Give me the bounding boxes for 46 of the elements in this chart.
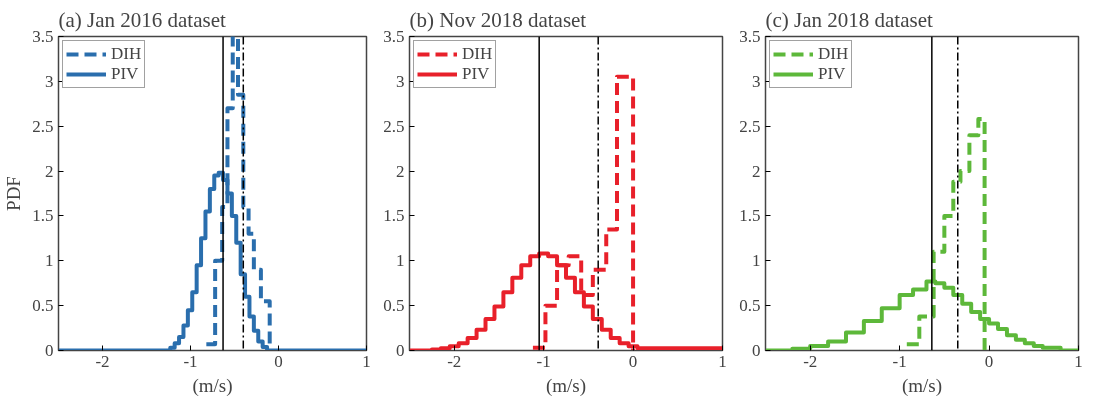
y-tick-label: 3 [45, 71, 54, 91]
legend-label: DIH [818, 44, 849, 64]
y-tick-label: 3 [396, 71, 405, 91]
x-tick-label: 1 [718, 351, 727, 371]
x-tick-label: 0 [274, 351, 283, 371]
y-tick-label: 2 [752, 161, 761, 181]
y-tick-label: 1.5 [383, 206, 405, 226]
legend-label: DIH [462, 44, 493, 64]
y-tick-label: 2 [396, 161, 405, 181]
y-tick-label: 1.5 [739, 206, 761, 226]
x-axis-title: (m/s) [545, 374, 587, 397]
chart-title: (a) Jan 2016 dataset [58, 7, 227, 32]
y-tick-label: 2.5 [383, 116, 405, 136]
chart-title: (b) Nov 2018 dataset [409, 7, 587, 32]
y-tick-label: 0.5 [32, 296, 54, 316]
y-tick-label: 1 [45, 251, 54, 271]
x-tick-label: -2 [95, 351, 110, 371]
x-axis-title: (m/s) [192, 374, 233, 397]
y-tick-label: 3 [752, 71, 761, 91]
legend-label: PIV [818, 64, 846, 84]
y-tick-label: 1 [396, 251, 405, 271]
legend-label: DIH [111, 44, 142, 64]
x-tick-label: 0 [984, 351, 994, 371]
y-tick-label: 1 [752, 251, 761, 271]
y-tick-label: 0.5 [383, 296, 405, 316]
chart-title: (c) Jan 2018 dataset [765, 7, 934, 32]
x-tick-label: 0 [628, 351, 638, 371]
y-axis-title: PDF [3, 176, 25, 211]
y-tick-label: 3.5 [739, 27, 761, 46]
legend-label: PIV [462, 64, 490, 84]
y-tick-label: 3.5 [383, 27, 405, 46]
x-tick-label: 1 [362, 351, 371, 371]
x-tick-label: 1 [1074, 351, 1083, 371]
y-tick-label: 3.5 [32, 27, 54, 46]
x-tick-label: -2 [447, 351, 462, 371]
x-tick-label: -1 [183, 351, 198, 371]
y-tick-label: 1.5 [32, 206, 54, 226]
x-axis-title: (m/s) [901, 374, 943, 397]
x-tick-label: -1 [892, 351, 907, 371]
y-tick-label: 2 [45, 161, 54, 181]
y-tick-label: 2.5 [739, 116, 761, 136]
legend-label: PIV [111, 64, 139, 84]
y-tick-label: 2.5 [32, 116, 54, 136]
y-tick-label: 0.5 [739, 296, 761, 316]
x-tick-label: -2 [803, 351, 818, 371]
x-tick-label: -1 [536, 351, 551, 371]
